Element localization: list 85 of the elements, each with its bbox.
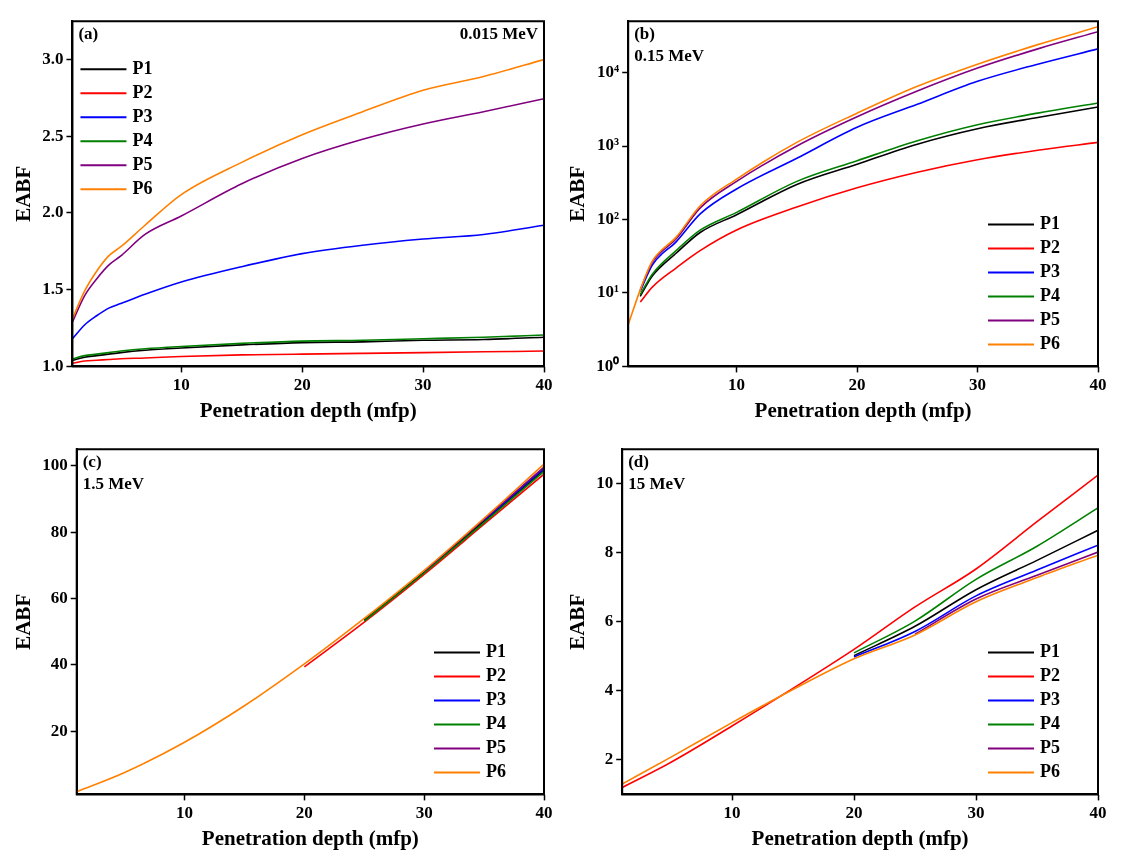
chart-title: (d) xyxy=(628,452,649,472)
x-axis-title: Penetration depth (mfp) xyxy=(751,825,969,850)
legend-label: P1 xyxy=(1040,213,1060,234)
y-tick-label: 40 xyxy=(50,654,68,674)
x-tick-label: 20 xyxy=(848,374,866,394)
line-series xyxy=(639,141,1098,303)
y-tick-label: 10 xyxy=(596,473,614,493)
y-tick-label: 10¹ xyxy=(597,282,620,302)
x-tick-label: 40 xyxy=(1089,802,1107,822)
legend-label: P1 xyxy=(1040,641,1060,662)
x-tick-label: 10 xyxy=(728,374,746,394)
y-axis-title: EABF xyxy=(11,165,36,222)
legend-label: P5 xyxy=(132,153,153,174)
legend-label: P6 xyxy=(486,761,506,782)
legend-label: P5 xyxy=(1040,309,1060,330)
legend-label: P4 xyxy=(486,713,506,734)
y-axis-title: EABF xyxy=(11,593,36,650)
legend-label: P2 xyxy=(1040,665,1060,686)
legend-label: P2 xyxy=(1040,237,1060,258)
y-tick-label: 4 xyxy=(604,680,614,700)
x-tick-label: 10 xyxy=(176,802,194,822)
x-tick-label: 10 xyxy=(172,374,190,394)
legend-label: P3 xyxy=(1040,689,1060,710)
text: 1.5 MeV xyxy=(82,474,145,494)
y-tick-label: 6 xyxy=(604,611,614,631)
y-tick-label: 1.5 xyxy=(42,279,64,299)
x-tick-label: 20 xyxy=(293,374,311,394)
y-tick-label: 8 xyxy=(604,542,614,562)
line-series xyxy=(914,551,1098,636)
legend-label: P4 xyxy=(1040,285,1060,306)
line-series xyxy=(628,25,1098,326)
x-tick-label: 30 xyxy=(415,802,433,822)
legend-label: P6 xyxy=(1040,761,1060,782)
line-series xyxy=(72,97,544,323)
x-axis-title: Penetration depth (mfp) xyxy=(754,397,972,422)
y-tick-label: 10² xyxy=(597,208,620,228)
y-tick-label: 2.0 xyxy=(42,202,64,222)
x-tick-label: 40 xyxy=(535,374,553,394)
text: 15 MeV xyxy=(628,474,687,494)
legend-label: P6 xyxy=(132,177,153,198)
y-axis-title: EABF xyxy=(565,593,590,650)
y-tick-label: 1.0 xyxy=(42,355,64,375)
y-tick-label: 60 xyxy=(50,587,68,607)
x-tick-label: 10 xyxy=(723,802,741,822)
legend-label: P1 xyxy=(486,641,506,662)
y-tick-label: 2 xyxy=(604,749,614,769)
chart-title: (c) xyxy=(82,452,102,472)
legend-label: P5 xyxy=(1040,737,1060,758)
legend-label: P5 xyxy=(486,737,506,758)
line-series xyxy=(72,58,544,320)
y-tick-label: 2.5 xyxy=(42,125,64,145)
line-series xyxy=(622,554,1098,785)
y-axis-title: EABF xyxy=(565,165,590,222)
y-tick-label: 100 xyxy=(42,455,68,475)
x-tick-label: 30 xyxy=(969,374,987,394)
y-tick-label: 10⁰ xyxy=(596,355,620,375)
x-tick-label: 20 xyxy=(295,802,313,822)
x-axis-title: Penetration depth (mfp) xyxy=(199,397,417,422)
x-axis-title: Penetration depth (mfp) xyxy=(201,825,419,850)
y-tick-label: 80 xyxy=(50,521,68,541)
x-tick-label: 20 xyxy=(845,802,863,822)
legend-label: P2 xyxy=(486,665,506,686)
y-tick-label: 20 xyxy=(50,720,68,740)
legend-label: P3 xyxy=(132,105,153,126)
x-tick-label: 40 xyxy=(535,802,553,822)
legend-label: P4 xyxy=(1040,713,1060,734)
y-tick-label: 3.0 xyxy=(42,48,64,68)
text: 0.15 MeV xyxy=(634,46,705,66)
legend-label: P3 xyxy=(1040,261,1060,282)
x-tick-label: 30 xyxy=(414,374,432,394)
line-series xyxy=(72,224,544,340)
chart-title: (a) xyxy=(78,24,99,44)
legend-label: P1 xyxy=(132,57,153,78)
x-tick-label: 30 xyxy=(967,802,985,822)
line-series xyxy=(303,473,544,668)
legend-label: P6 xyxy=(1040,333,1060,354)
x-tick-label: 40 xyxy=(1089,374,1107,394)
chart-title: (b) xyxy=(634,24,655,44)
legend-label: P3 xyxy=(486,689,506,710)
y-tick-label: 10³ xyxy=(597,135,620,155)
legend-label: P2 xyxy=(132,81,153,102)
legend-label: P4 xyxy=(132,129,153,150)
line-series xyxy=(622,474,1098,789)
y-tick-label: 10⁴ xyxy=(597,61,620,81)
chart-subtitle: 0.015 MeV xyxy=(459,24,539,44)
